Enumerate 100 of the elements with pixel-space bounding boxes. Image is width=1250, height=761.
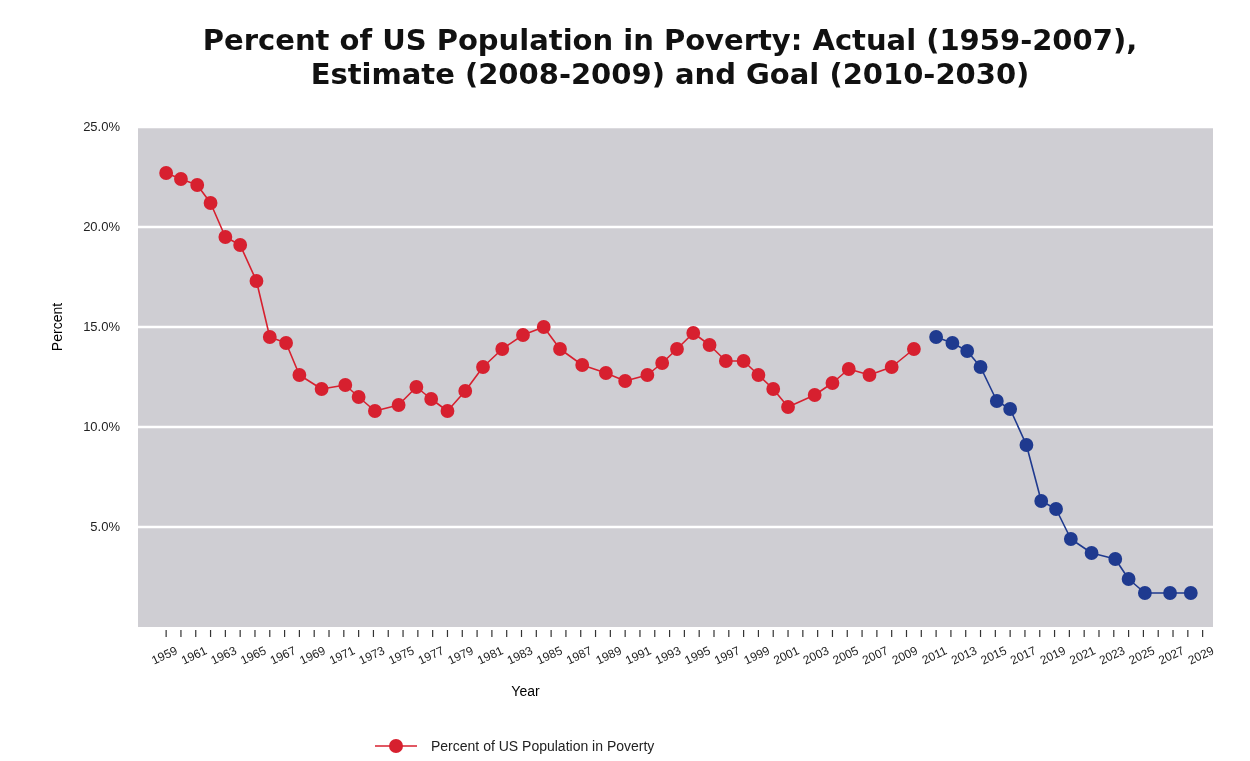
point (736, 354, 751, 368)
point (884, 360, 899, 374)
point (174, 172, 188, 186)
point (973, 360, 988, 374)
x-tick-label: 1987 (563, 643, 595, 668)
x-tick-label: 2015 (978, 643, 1009, 668)
point (825, 376, 840, 390)
point (262, 330, 277, 344)
x-tick-label: 2027 (1156, 643, 1187, 668)
x-tick-label: 1961 (179, 643, 210, 668)
x-tick-label: 2007 (860, 643, 891, 668)
point (670, 342, 684, 356)
point (1049, 502, 1063, 516)
point (766, 382, 781, 396)
x-tick-label: 1995 (682, 643, 713, 668)
point (1183, 586, 1198, 600)
y-tick-label: 5.0% (90, 519, 121, 534)
point (1121, 572, 1136, 586)
point (218, 230, 233, 244)
point (292, 368, 307, 382)
point (279, 336, 293, 350)
point (159, 166, 174, 180)
point (495, 342, 510, 356)
point (640, 368, 655, 382)
point (618, 374, 633, 388)
y-axis-title: Percent (49, 302, 65, 352)
x-tick-label: 1979 (445, 643, 476, 668)
point (516, 328, 530, 342)
point (989, 394, 1004, 408)
point (945, 336, 960, 350)
x-tick-label: 2025 (1126, 643, 1158, 668)
point (1163, 586, 1177, 600)
point (960, 344, 975, 358)
x-tick-label: 1973 (356, 643, 388, 668)
x-tick-label: 1999 (741, 643, 773, 668)
point (409, 380, 424, 394)
point (351, 390, 366, 404)
point (781, 400, 795, 414)
point (929, 330, 944, 344)
x-tick-label: 2011 (919, 643, 950, 668)
point (249, 274, 264, 288)
point (203, 196, 218, 210)
point (476, 360, 490, 374)
x-tick-label: 2017 (1008, 643, 1039, 668)
x-tick-label: 1969 (297, 643, 328, 668)
point (1137, 586, 1152, 600)
x-tick-label: 1993 (652, 643, 684, 668)
point (368, 404, 382, 418)
point (458, 384, 473, 398)
y-tick-label: 25.0% (83, 119, 121, 134)
x-tick-label: 1971 (327, 643, 358, 668)
point (391, 398, 406, 412)
point (807, 388, 822, 402)
point (440, 404, 455, 418)
x-tick-label: 1977 (415, 643, 447, 668)
x-tick-label: 1959 (149, 643, 180, 668)
point (841, 362, 856, 376)
x-tick-label: 2029 (1185, 643, 1217, 668)
x-tick-label: 1989 (593, 643, 625, 668)
point (686, 326, 701, 340)
y-tick-label: 10.0% (83, 419, 121, 434)
y-tick-label: 20.0% (83, 219, 121, 234)
x-tick-label: 2001 (771, 643, 802, 668)
point (1003, 402, 1018, 416)
point (424, 392, 439, 406)
point (536, 320, 551, 334)
x-tick-label: 1965 (238, 643, 269, 668)
legend-label: Percent of US Population in Poverty (431, 738, 655, 754)
point (575, 358, 590, 372)
point (1084, 546, 1099, 560)
point (1019, 438, 1034, 452)
x-tick-label: 2019 (1037, 643, 1069, 668)
x-tick-label: 2021 (1067, 643, 1098, 668)
point (751, 368, 766, 382)
point (338, 378, 353, 392)
x-tick-label: 1991 (623, 643, 654, 668)
point (1034, 494, 1049, 508)
y-tick-label: 15.0% (83, 319, 121, 334)
x-tick-label: 1975 (386, 643, 417, 668)
point (233, 238, 248, 252)
x-tick-label: 1983 (504, 643, 536, 668)
point (1108, 552, 1123, 566)
point (906, 342, 921, 356)
chart-title: Percent of US Population in Poverty: Actual (1959-2007), Estimate (2008-2009) and Goal (2010-2030) (202, 23, 1138, 91)
point (314, 382, 329, 396)
point (599, 366, 613, 380)
point (702, 338, 717, 352)
x-tick-label: 2005 (830, 643, 861, 668)
x-tick-label: 2003 (800, 643, 832, 668)
x-tick-label: 2023 (1097, 643, 1128, 668)
point (190, 178, 205, 192)
x-tick-label: 1967 (267, 643, 299, 668)
x-axis-title: Year (511, 683, 540, 699)
x-tick-label: 1985 (534, 643, 565, 668)
x-tick-label: 1997 (712, 643, 743, 668)
x-tick-label: 2013 (948, 643, 980, 668)
point (862, 368, 877, 382)
x-tick-label: 1963 (208, 643, 240, 668)
point (718, 354, 733, 368)
point (1063, 532, 1078, 546)
